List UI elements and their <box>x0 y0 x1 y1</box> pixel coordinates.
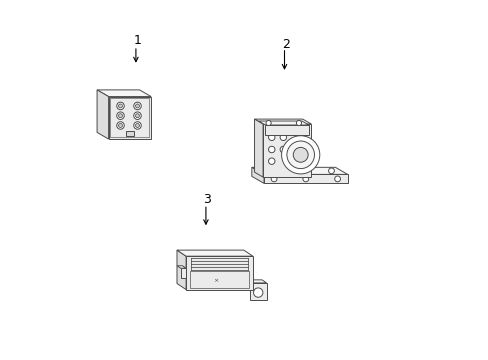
Circle shape <box>253 288 263 297</box>
Circle shape <box>135 123 139 127</box>
Circle shape <box>268 146 274 153</box>
Text: 3: 3 <box>203 193 210 206</box>
Polygon shape <box>245 280 266 283</box>
Bar <box>110 98 149 138</box>
Text: ×: × <box>213 278 218 283</box>
Text: 2: 2 <box>281 38 289 51</box>
Bar <box>108 96 151 139</box>
Circle shape <box>334 176 340 182</box>
Circle shape <box>117 122 124 129</box>
Circle shape <box>293 147 307 162</box>
Polygon shape <box>251 167 347 174</box>
Circle shape <box>280 146 286 153</box>
Bar <box>180 268 186 278</box>
Circle shape <box>303 176 308 182</box>
Bar <box>190 271 248 288</box>
Bar <box>125 131 134 136</box>
Polygon shape <box>251 167 264 183</box>
Polygon shape <box>254 119 311 124</box>
Polygon shape <box>177 250 252 256</box>
Polygon shape <box>177 250 186 289</box>
Circle shape <box>134 102 141 110</box>
Bar <box>263 124 311 177</box>
Circle shape <box>264 168 270 174</box>
Circle shape <box>118 114 122 118</box>
Polygon shape <box>97 90 151 96</box>
Circle shape <box>296 121 301 126</box>
Circle shape <box>328 168 334 174</box>
Circle shape <box>281 136 319 174</box>
Circle shape <box>268 158 274 165</box>
Bar <box>264 174 347 183</box>
Circle shape <box>286 141 314 168</box>
Circle shape <box>271 176 276 182</box>
Circle shape <box>135 114 139 118</box>
Bar <box>249 283 266 300</box>
Circle shape <box>135 104 139 108</box>
Polygon shape <box>258 121 308 125</box>
Circle shape <box>117 112 124 120</box>
Polygon shape <box>97 90 108 139</box>
Bar <box>186 256 252 289</box>
Circle shape <box>118 104 122 108</box>
Circle shape <box>134 112 141 120</box>
Bar <box>265 125 308 135</box>
Circle shape <box>268 134 274 140</box>
Text: 1: 1 <box>133 34 141 47</box>
Polygon shape <box>177 266 186 268</box>
Circle shape <box>265 121 270 126</box>
Circle shape <box>117 102 124 110</box>
Circle shape <box>118 123 122 127</box>
Circle shape <box>280 134 286 140</box>
Polygon shape <box>254 119 263 177</box>
Circle shape <box>134 122 141 129</box>
